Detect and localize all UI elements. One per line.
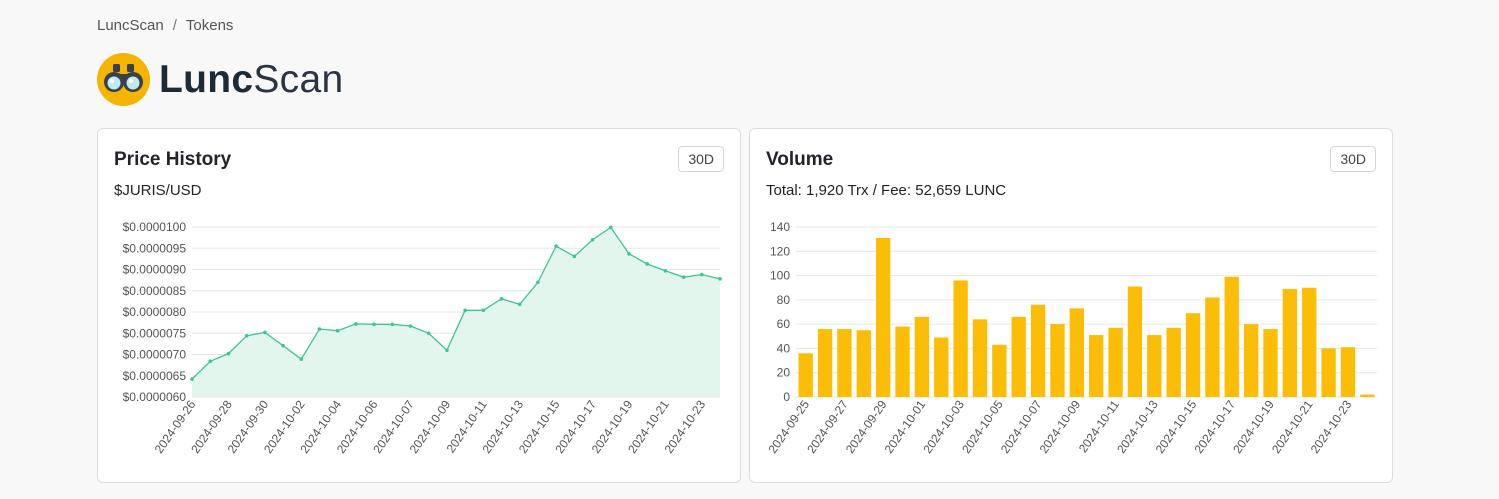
price-data-point[interactable] (445, 348, 449, 353)
volume-bar[interactable] (972, 319, 988, 397)
breadcrumb-separator: / (172, 17, 177, 34)
volume-bar[interactable] (1243, 324, 1259, 397)
price-series-line (191, 226, 721, 380)
volume-card: Volume 30D Total: 1,920 Trx / Fee: 52,65… (749, 128, 1393, 483)
volume-range-button[interactable]: 30D (1330, 146, 1376, 172)
price-y-tick-label: $0.0000095 (123, 241, 187, 255)
price-y-tick-label: $0.0000100 (123, 220, 187, 234)
volume-bar[interactable] (914, 316, 930, 397)
volume-bar[interactable] (817, 329, 833, 397)
price-y-tick-label: $0.0000065 (123, 369, 187, 383)
price-data-point[interactable] (499, 297, 504, 301)
price-data-point[interactable] (263, 330, 267, 335)
breadcrumb-current: Tokens (185, 17, 234, 34)
price-data-point[interactable] (354, 322, 358, 326)
volume-bar[interactable] (992, 344, 1007, 397)
brand[interactable]: LuncScan (97, 53, 343, 106)
volume-y-tick-label: 0 (783, 390, 790, 404)
price-data-point[interactable] (481, 308, 486, 313)
volume-bar[interactable] (1263, 329, 1278, 397)
price-y-tick-label: $0.0000080 (123, 305, 187, 319)
price-data-point[interactable] (699, 272, 704, 277)
price-data-point[interactable] (208, 359, 213, 364)
volume-summary: Total: 1,920 Trx / Fee: 52,659 LUNC (766, 182, 1007, 199)
volume-y-tick-label: 40 (777, 341, 791, 355)
price-data-point[interactable] (554, 244, 558, 248)
volume-bar[interactable] (1108, 327, 1123, 397)
price-data-point[interactable] (372, 322, 376, 327)
price-data-point[interactable] (608, 225, 613, 230)
volume-bar[interactable] (1030, 304, 1046, 397)
volume-bar[interactable] (1127, 286, 1143, 398)
breadcrumb-home-link[interactable]: LuncScan (97, 17, 164, 34)
volume-bar[interactable] (1185, 313, 1201, 397)
volume-bar[interactable] (1302, 287, 1317, 397)
volume-bar[interactable] (1360, 394, 1375, 397)
price-area-fill (192, 227, 720, 397)
price-data-point[interactable] (627, 251, 631, 256)
volume-bar[interactable] (875, 237, 891, 397)
price-y-tick-label: $0.0000070 (123, 348, 187, 362)
volume-y-tick-label: 60 (777, 317, 791, 331)
volume-bar[interactable] (1166, 327, 1181, 397)
price-data-point[interactable] (190, 377, 194, 381)
volume-bar[interactable] (1069, 308, 1084, 397)
price-y-tick-label: $0.0000060 (123, 390, 187, 404)
price-data-point[interactable] (281, 343, 285, 348)
price-data-point[interactable] (317, 327, 322, 331)
price-data-point[interactable] (572, 254, 577, 259)
price-data-point[interactable] (517, 302, 522, 307)
volume-bar[interactable] (1321, 348, 1336, 397)
price-data-point[interactable] (226, 351, 231, 356)
volume-y-tick-label: 140 (770, 220, 790, 234)
volume-bar[interactable] (856, 330, 871, 397)
price-data-point[interactable] (390, 322, 395, 327)
price-y-tick-label: $0.0000075 (123, 326, 187, 340)
price-data-point[interactable] (663, 268, 668, 273)
price-data-point[interactable] (718, 277, 722, 281)
price-data-point[interactable] (536, 280, 540, 285)
price-range-button[interactable]: 30D (678, 146, 724, 172)
volume-bar[interactable] (1340, 347, 1356, 397)
volume-chart: 0204060801001201402024-09-252024-09-2720… (765, 220, 1377, 456)
price-data-point[interactable] (681, 275, 686, 279)
price-data-point[interactable] (590, 237, 595, 242)
price-data-point[interactable] (335, 328, 340, 333)
volume-bar[interactable] (934, 337, 949, 398)
volume-bar[interactable] (837, 329, 852, 397)
volume-bar[interactable] (798, 353, 813, 397)
volume-y-tick-label: 120 (770, 244, 790, 258)
breadcrumb: LuncScan / Tokens (97, 17, 233, 34)
volume-bar[interactable] (1011, 316, 1026, 397)
price-history-title: Price History (114, 149, 232, 170)
price-data-point[interactable] (408, 324, 413, 328)
price-data-point[interactable] (426, 331, 431, 336)
volume-bar[interactable] (1205, 297, 1220, 397)
volume-bar[interactable] (1089, 335, 1104, 397)
price-y-tick-label: $0.0000090 (123, 263, 187, 277)
brand-name-light: Scan (253, 58, 344, 101)
price-y-tick-label: $0.0000085 (123, 284, 187, 298)
volume-y-tick-label: 80 (777, 293, 791, 307)
volume-title: Volume (766, 149, 834, 170)
price-data-point[interactable] (244, 334, 249, 338)
volume-bar[interactable] (1147, 335, 1162, 397)
volume-bar[interactable] (1224, 276, 1239, 397)
price-data-point[interactable] (299, 357, 304, 361)
volume-bar[interactable] (1050, 324, 1065, 397)
price-history-card: Price History 30D $JURIS/USD $0.0000060 $… (97, 128, 741, 483)
price-data-point[interactable] (463, 308, 467, 313)
brand-name: LuncScan (159, 60, 343, 99)
volume-y-tick-label: 100 (770, 269, 790, 283)
volume-y-tick-label: 20 (777, 366, 791, 380)
price-pair-label: $JURIS/USD (114, 182, 202, 199)
volume-bar[interactable] (953, 280, 968, 397)
binoculars-logo-icon (97, 53, 150, 106)
price-history-chart: $0.0000060 $0.0000065 $0.0000070 $0.0000075… (123, 220, 722, 456)
volume-bar[interactable] (1282, 288, 1298, 397)
brand-name-bold: Lunc (159, 58, 254, 101)
price-data-point[interactable] (645, 262, 649, 266)
volume-bar[interactable] (895, 326, 910, 397)
